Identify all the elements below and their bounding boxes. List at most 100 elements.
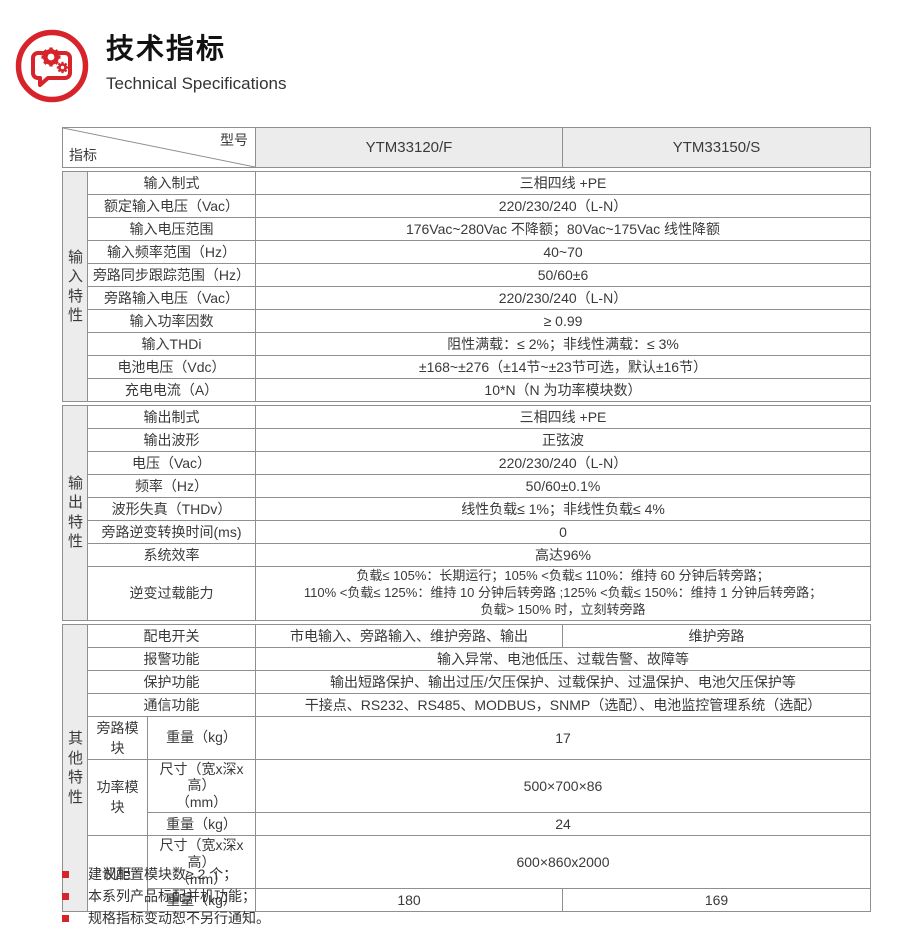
spec-value-cell: 输出短路保护、输出过压/欠压保护、过载保护、过温保护、电池欠压保护等 — [255, 669, 871, 694]
spec-row: 输出波形 正弦波 — [63, 428, 871, 452]
spec-row: 输入频率范围（Hz） 40~70 — [63, 240, 871, 264]
spec-row: 旁路模块 重量（kg） 17 — [63, 715, 871, 760]
spec-row: 频率（Hz） 50/60±0.1% — [63, 474, 871, 498]
spec-row: 输入电压范围 176Vac~280Vac 不降额；80Vac~175Vac 线性降… — [63, 217, 871, 241]
spec-row: 逆变过载能力 负载≤ 105%：长期运行；105% <负载≤ 110%：维持 60… — [63, 566, 871, 621]
note-text: 规格指标变动恕不另行通知。 — [88, 910, 270, 926]
note-text: 建议配置模块数≥ 2 个； — [88, 866, 238, 882]
spec-row: 重量（kg） 180 169 — [63, 888, 871, 913]
note-item: 规格指标变动恕不另行通知。 — [62, 907, 270, 929]
section-input: 输入特性 输入制式 三相四线 +PE 额定输入电压（Vac） 220/230/24… — [62, 171, 871, 402]
note-text: 本系列产品标配并机功能； — [88, 888, 256, 904]
module-group-cell: 功率模块 — [87, 758, 148, 837]
spec-value-cell: 50/60±6 — [255, 263, 871, 287]
spec-value-cell: 维护旁路 — [562, 623, 871, 648]
spec-label-cell: 电压（Vac） — [87, 451, 256, 475]
gear-chat-icon — [15, 29, 89, 103]
spec-value-cell: 50/60±0.1% — [255, 474, 871, 498]
spec-label-cell: 额定输入电压（Vac） — [87, 194, 256, 218]
spec-value-cell: ≥ 0.99 — [255, 309, 871, 333]
model-header-cell: YTM33150/S — [562, 127, 871, 168]
spec-row: 额定输入电压（Vac） 220/230/240（L-N） — [63, 194, 871, 218]
spec-row: 旁路同步跟踪范围（Hz） 50/60±6 — [63, 263, 871, 287]
spec-row: 旁路输入电压（Vac） 220/230/240（L-N） — [63, 286, 871, 310]
diagonal-line — [63, 128, 255, 167]
footnotes: 建议配置模块数≥ 2 个； 本系列产品标配并机功能； 规格指标变动恕不另行通知。 — [62, 863, 270, 929]
module-group-cell: 机柜 — [87, 835, 148, 913]
spec-value-cell: 高达96% — [255, 543, 871, 567]
spec-label-cell: 输入频率范围（Hz） — [87, 240, 256, 264]
spec-value-cell: 10*N（N 为功率模块数） — [255, 378, 871, 402]
spec-row: 充电电流（A） 10*N（N 为功率模块数） — [63, 378, 871, 402]
spec-label-cell: 频率（Hz） — [87, 474, 256, 498]
spec-value-cell: 500×700×86 — [255, 758, 871, 814]
spec-row: 电压（Vac） 220/230/240（L-N） — [63, 451, 871, 475]
spec-value-cell: 输入异常、电池低压、过载告警、故障等 — [255, 646, 871, 671]
note-item: 建议配置模块数≥ 2 个； — [62, 863, 270, 885]
corner-indicator-label: 指标 — [69, 147, 97, 163]
section-label-cell: 输出特性 — [62, 405, 88, 621]
spec-label-cell: 输出波形 — [87, 428, 256, 452]
title-block: 技术指标 Technical Specifications — [106, 28, 286, 94]
spec-value-cell: 三相四线 +PE — [255, 405, 871, 429]
spec-row: 保护功能 输出短路保护、输出过压/欠压保护、过载保护、过温保护、电池欠压保护等 — [63, 669, 871, 694]
spec-label-cell: 尺寸（宽x深x高） （mm） — [147, 835, 256, 890]
spec-value-cell: 阻性满载：≤ 2%；非线性满载：≤ 3% — [255, 332, 871, 356]
square-bullet-icon — [62, 871, 69, 878]
spec-table: 型号 指标 YTM33120/F YTM33150/S 输入特性 输入制式 三相… — [62, 127, 871, 915]
section-label-cell: 其他特性 — [62, 623, 88, 913]
spec-label-cell: 重量（kg） — [147, 888, 256, 913]
spec-row: 波形失真（THDv） 线性负载≤ 1%；非线性负载≤ 4% — [63, 497, 871, 521]
spec-value-cell: 176Vac~280Vac 不降额；80Vac~175Vac 线性降额 — [255, 217, 871, 241]
spec-value-cell: 市电输入、旁路输入、维护旁路、输出 — [255, 623, 563, 648]
spec-label-cell: 报警功能 — [87, 646, 256, 671]
spec-value-cell: 220/230/240（L-N） — [255, 451, 871, 475]
spec-row: 输入特性 输入制式 三相四线 +PE — [62, 171, 871, 402]
model-header-cell: YTM33120/F — [255, 127, 563, 168]
spec-row: 功率模块 尺寸（宽x深x高） （mm） 500×700×86 — [63, 758, 871, 837]
spec-value-cell: 干接点、RS232、RS485、MODBUS，SNMP（选配）、电池监控管理系统… — [255, 692, 871, 717]
spec-label-cell: 输入制式 — [87, 171, 256, 195]
spec-value-cell: 40~70 — [255, 240, 871, 264]
section-other: 其他特性 配电开关 市电输入、旁路输入、维护旁路、输出 维护旁路 报警功能 输入异… — [62, 623, 871, 913]
model-header-row: 型号 指标 YTM33120/F YTM33150/S — [62, 127, 871, 168]
spec-label-cell: 逆变过载能力 — [87, 566, 256, 621]
spec-row: 机柜 尺寸（宽x深x高） （mm） 600×860x2000 — [63, 835, 871, 913]
corner-model-label: 型号 — [220, 132, 248, 148]
square-bullet-icon — [62, 893, 69, 900]
spec-value-cell: 负载≤ 105%：长期运行；105% <负载≤ 110%：维持 60 分钟后转旁… — [255, 566, 871, 621]
spec-row: 输入功率因数 ≥ 0.99 — [63, 309, 871, 333]
spec-row: 通信功能 干接点、RS232、RS485、MODBUS，SNMP（选配）、电池监控… — [63, 692, 871, 717]
spec-value-cell: 24 — [255, 812, 871, 837]
spec-label-cell: 旁路逆变转换时间(ms) — [87, 520, 256, 544]
spec-label-cell: 旁路同步跟踪范围（Hz） — [87, 263, 256, 287]
spec-value-cell: 17 — [255, 715, 871, 760]
spec-label-cell: 充电电流（A） — [87, 378, 256, 402]
spec-value-cell: 220/230/240（L-N） — [255, 194, 871, 218]
spec-row: 报警功能 输入异常、电池低压、过载告警、故障等 — [63, 646, 871, 671]
spec-value-cell: 三相四线 +PE — [255, 171, 871, 195]
spec-value-cell: 169 — [562, 888, 871, 913]
spec-value-cell: 220/230/240（L-N） — [255, 286, 871, 310]
spec-label-cell: 旁路输入电压（Vac） — [87, 286, 256, 310]
module-group-cell: 旁路模块 — [87, 715, 148, 760]
spec-row: 输入THDi 阻性满载：≤ 2%；非线性满载：≤ 3% — [63, 332, 871, 356]
spec-label-cell: 电池电压（Vdc） — [87, 355, 256, 379]
spec-row: 输出特性 输出制式 三相四线 +PE — [62, 405, 871, 621]
spec-label-cell: 输入电压范围 — [87, 217, 256, 241]
section-output: 输出特性 输出制式 三相四线 +PE 输出波形 正弦波 电压（Vac） 220/23… — [62, 405, 871, 621]
spec-label-cell: 配电开关 — [87, 623, 256, 648]
spec-value-cell: 600×860x2000 — [255, 835, 871, 890]
spec-row: 其他特性 配电开关 市电输入、旁路输入、维护旁路、输出 维护旁路 — [62, 623, 871, 913]
spec-label-cell: 保护功能 — [87, 669, 256, 694]
spec-row: 电池电压（Vdc） ±168~±276（±14节~±23节可选，默认±16节） — [63, 355, 871, 379]
page-title: 技术指标 — [106, 33, 227, 64]
spec-row: 系统效率 高达96% — [63, 543, 871, 567]
spec-label-cell: 输入THDi — [87, 332, 256, 356]
spec-label-cell: 波形失真（THDv） — [87, 497, 256, 521]
page-header: 技术指标 Technical Specifications — [14, 28, 286, 104]
corner-cell: 型号 指标 — [62, 127, 256, 168]
spec-label-cell: 重量（kg） — [147, 715, 256, 760]
section-label-cell: 输入特性 — [62, 171, 88, 402]
spec-label-cell: 系统效率 — [87, 543, 256, 567]
